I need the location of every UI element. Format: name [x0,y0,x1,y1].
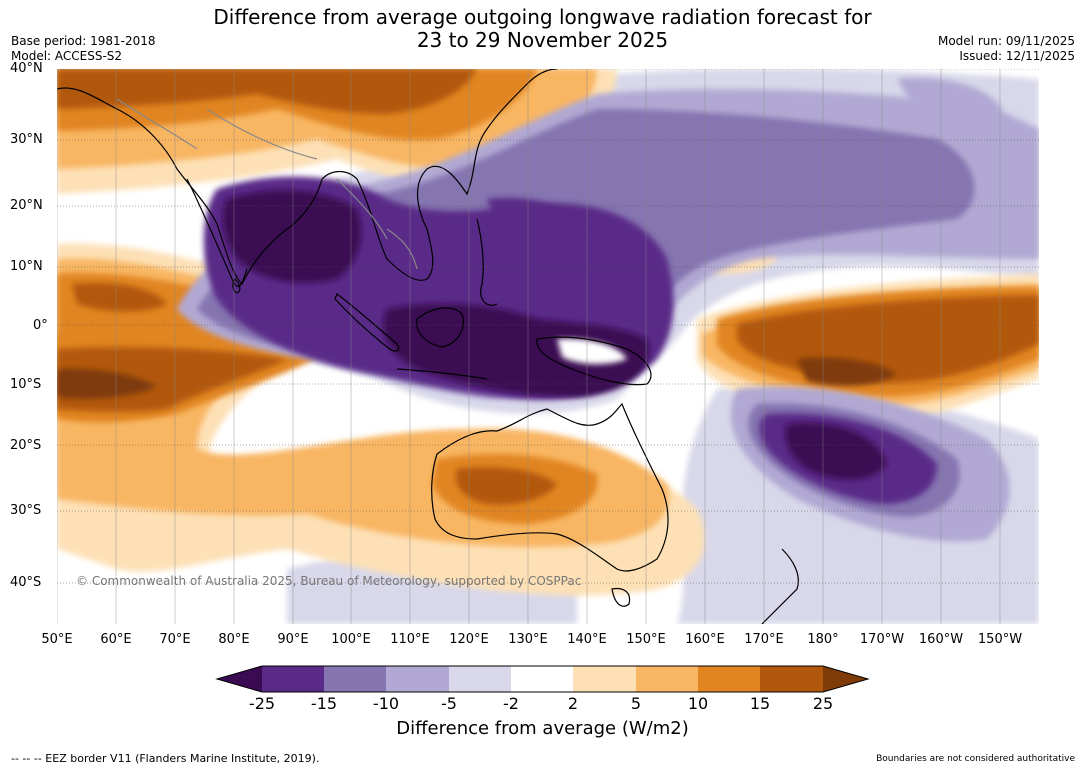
coastline-java [396,368,488,380]
anomaly-region [487,197,587,241]
anomaly-region [72,282,167,312]
colorbar [215,665,870,693]
colorbar-label: -15 [310,694,338,713]
lon-tick-label: 70°E [159,632,191,647]
anomaly-region [785,423,887,480]
coastline-philippines [476,218,498,306]
map-title-line2: 23 to 29 November 2025 [416,28,669,52]
map-title-line1: Difference from average outgoing longwav… [213,5,872,29]
colorbar-swatch [760,666,823,692]
colorbar-label: 5 [630,694,642,713]
olr-anomaly-map [57,69,1039,624]
anomaly-shading [57,69,1039,624]
colorbar-title: Difference from average (W/m2) [396,718,689,739]
lon-tick-label: 130°E [508,632,548,647]
lon-tick-label: 150°E [626,632,666,647]
coastline-sumatra [334,293,400,352]
lon-tick-label: 100°E [331,632,371,647]
coastline-sri-lanka [232,278,241,294]
lat-tick-label: 0° [33,318,48,333]
anomaly-region [897,77,1002,125]
lat-tick-label: 10°S [10,377,42,392]
lat-tick-label: 20°N [10,198,43,213]
eez-note: -- -- -- EEZ border V11 (Flanders Marine… [11,752,320,765]
colorbar-label: 25 [812,694,834,713]
boundaries-disclaimer: Boundaries are not considered authoritat… [876,754,1075,764]
copyright-notice: © Commonwealth of Australia 2025, Bureau… [76,574,582,588]
lon-tick-label: 170°W [859,632,905,647]
colorbar-outline [215,665,870,693]
lon-tick-label: 110°E [390,632,430,647]
coastline-new-guinea [536,336,652,386]
colorbar-swatch [217,666,262,692]
coastline-new-zealand [761,548,799,624]
colorbar-swatch [636,666,698,692]
anomaly-region [57,368,157,399]
lon-tick-label: 90°E [277,632,309,647]
coastline-india [186,178,248,287]
border-lines [116,98,418,270]
lat-tick-label: 30°S [10,503,42,518]
anomaly-region [455,467,557,505]
lon-tick-label: 160°W [918,632,964,647]
lon-tick-label: 120°E [449,632,489,647]
colorbar-swatch [262,666,324,692]
coastline-australia [431,402,669,572]
colorbar-label: -5 [441,694,457,713]
map-canvas [57,69,1039,624]
lon-tick-label: 80°E [218,632,250,647]
colorbar-label: -10 [372,694,400,713]
colorbar-label: -2 [503,694,519,713]
lon-tick-label: 50°E [41,632,73,647]
anomaly-region [57,69,477,114]
anomaly-region [797,357,897,386]
coastline-borneo [416,307,464,348]
model-run: Model run: 09/11/2025 [937,34,1075,48]
issued-date: Issued: 12/11/2025 [959,49,1075,63]
colorbar-swatch [698,666,760,692]
colorbar-label: 2 [567,694,579,713]
lat-tick-label: 30°N [10,132,43,147]
lat-tick-label: 10°N [10,259,43,274]
colorbar-swatch [823,666,868,692]
lon-tick-label: 180° [807,632,839,647]
lon-tick-label: 170°E [744,632,784,647]
colorbar-swatch [386,666,449,692]
model-name: Model: ACCESS-S2 [11,49,123,63]
colorbar-label: 15 [749,694,771,713]
colorbar-swatch [573,666,636,692]
colorbar-swatch [324,666,386,692]
lat-tick-label: 40°N [10,61,43,76]
lon-tick-label: 150°W [977,632,1023,647]
lon-tick-label: 60°E [100,632,132,647]
colorbar-label: -25 [248,694,276,713]
colorbar-label: 10 [687,694,709,713]
coastline-tasmania [611,587,631,607]
lat-tick-label: 40°S [10,575,42,590]
lat-tick-label: 20°S [10,438,42,453]
graticule-meridians [57,69,1001,624]
anomaly-region [557,338,627,365]
colorbar-swatch [511,666,573,692]
lon-tick-label: 140°E [567,632,607,647]
base-period: Base period: 1981-2018 [11,34,156,48]
coastlines [57,69,799,624]
colorbar-swatch [449,666,511,692]
lon-tick-label: 160°E [685,632,725,647]
